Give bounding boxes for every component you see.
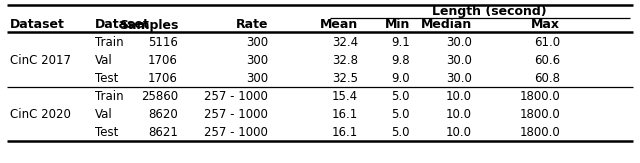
Text: 60.6: 60.6 xyxy=(534,53,560,67)
Text: 1706: 1706 xyxy=(148,72,178,84)
Text: 300: 300 xyxy=(246,72,268,84)
Text: 61.0: 61.0 xyxy=(534,36,560,49)
Text: 1706: 1706 xyxy=(148,53,178,67)
Text: 30.0: 30.0 xyxy=(446,53,472,67)
Text: 10.0: 10.0 xyxy=(446,108,472,120)
Text: 8620: 8620 xyxy=(148,108,178,120)
Text: 5.0: 5.0 xyxy=(392,108,410,120)
Text: 257 - 1000: 257 - 1000 xyxy=(204,89,268,103)
Text: Mean: Mean xyxy=(320,18,358,31)
Text: 15.4: 15.4 xyxy=(332,89,358,103)
Text: Val: Val xyxy=(95,53,113,67)
Text: 60.8: 60.8 xyxy=(534,72,560,84)
Text: 9.1: 9.1 xyxy=(391,36,410,49)
Text: Median: Median xyxy=(420,18,472,31)
Text: 257 - 1000: 257 - 1000 xyxy=(204,108,268,120)
Text: 16.1: 16.1 xyxy=(332,126,358,139)
Text: CinC 2020: CinC 2020 xyxy=(10,108,71,120)
Text: 257 - 1000: 257 - 1000 xyxy=(204,126,268,139)
Text: 9.0: 9.0 xyxy=(392,72,410,84)
Text: 300: 300 xyxy=(246,36,268,49)
Text: 8621: 8621 xyxy=(148,126,178,139)
Text: Length (second): Length (second) xyxy=(432,6,547,18)
Text: 30.0: 30.0 xyxy=(446,36,472,49)
Text: Samples: Samples xyxy=(118,18,178,31)
Text: 25860: 25860 xyxy=(141,89,178,103)
Text: Rate: Rate xyxy=(236,18,268,31)
Text: 16.1: 16.1 xyxy=(332,108,358,120)
Text: 30.0: 30.0 xyxy=(446,72,472,84)
Text: 300: 300 xyxy=(246,53,268,67)
Text: Train: Train xyxy=(95,89,124,103)
Text: 32.4: 32.4 xyxy=(332,36,358,49)
Text: Dataset: Dataset xyxy=(95,18,150,31)
Text: Test: Test xyxy=(95,72,118,84)
Text: 1800.0: 1800.0 xyxy=(519,126,560,139)
Text: 5.0: 5.0 xyxy=(392,126,410,139)
Text: 9.8: 9.8 xyxy=(392,53,410,67)
Text: 10.0: 10.0 xyxy=(446,89,472,103)
Text: Dataset: Dataset xyxy=(10,18,65,31)
Text: Train: Train xyxy=(95,36,124,49)
Text: 5.0: 5.0 xyxy=(392,89,410,103)
Text: Min: Min xyxy=(385,18,410,31)
Text: Val: Val xyxy=(95,108,113,120)
Text: 5116: 5116 xyxy=(148,36,178,49)
Text: Test: Test xyxy=(95,126,118,139)
Text: 10.0: 10.0 xyxy=(446,126,472,139)
Text: 1800.0: 1800.0 xyxy=(519,108,560,120)
Text: Max: Max xyxy=(531,18,560,31)
Text: 32.8: 32.8 xyxy=(332,53,358,67)
Text: 1800.0: 1800.0 xyxy=(519,89,560,103)
Text: 32.5: 32.5 xyxy=(332,72,358,84)
Text: CinC 2017: CinC 2017 xyxy=(10,53,71,67)
